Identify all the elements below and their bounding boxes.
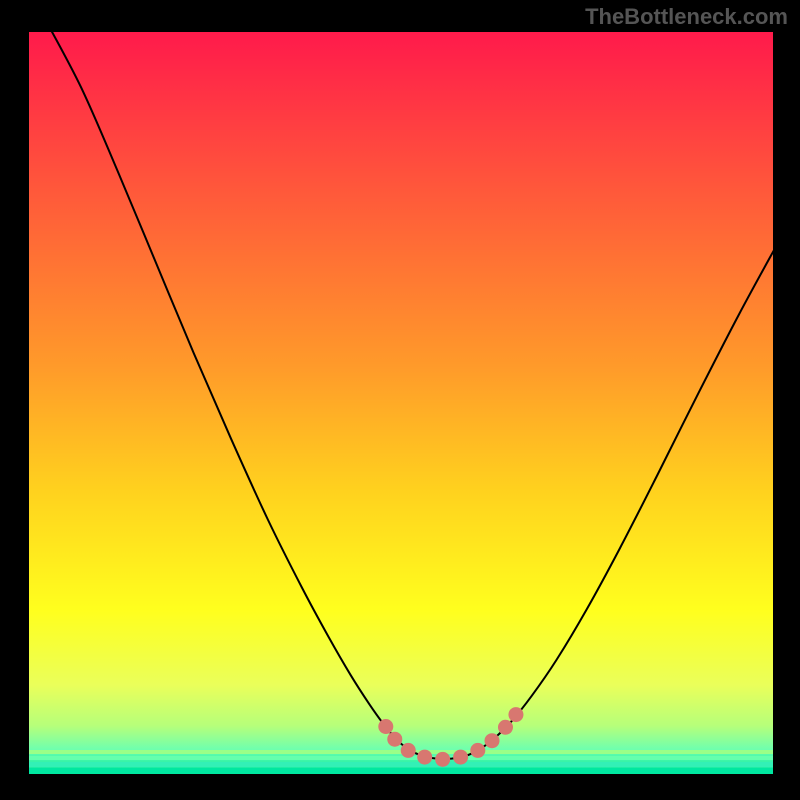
valley-marker xyxy=(417,750,432,765)
valley-marker xyxy=(401,743,416,758)
watermark-text: TheBottleneck.com xyxy=(585,4,788,30)
valley-marker xyxy=(387,732,402,747)
valley-marker xyxy=(453,750,468,765)
valley-marker xyxy=(378,719,393,734)
valley-marker xyxy=(508,707,523,722)
plot-frame xyxy=(27,30,775,776)
valley-marker xyxy=(435,752,450,767)
valley-marker xyxy=(485,733,500,748)
valley-marker xyxy=(470,743,485,758)
valley-marker xyxy=(498,720,513,735)
chart-markers xyxy=(29,32,775,776)
